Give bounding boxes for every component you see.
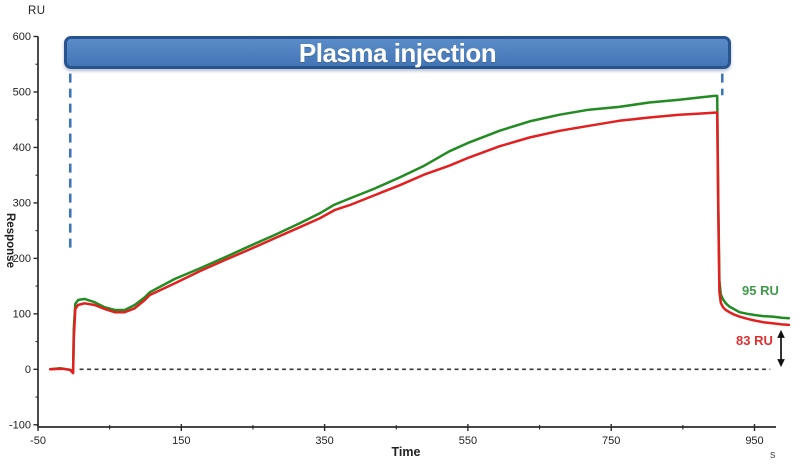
x-tick-label: 750 (602, 435, 620, 447)
difference-arrow-head-top (777, 329, 785, 338)
red-final-ru-annotation: 83 RU (736, 333, 773, 348)
x-tick-label: 950 (745, 435, 763, 447)
plasma-injection-banner: Plasma injection (64, 36, 731, 69)
x-tick-label: 150 (172, 435, 190, 447)
x-axis-title: Time (391, 445, 421, 459)
green-sensorgram-curve (48, 94, 791, 373)
y-tick-label: 200 (13, 253, 31, 265)
y-tick-label: 600 (13, 31, 31, 43)
red-sensorgram-curve (48, 111, 791, 375)
banner-label: Plasma injection (298, 37, 497, 68)
y-tick-label: 0 (25, 364, 31, 376)
difference-arrow-head-bottom (777, 359, 785, 368)
green-final-ru-annotation: 95 RU (742, 283, 779, 298)
x-tick-label: 550 (459, 435, 477, 447)
y-axis-unit-label: RU (28, 5, 46, 17)
y-tick-label: 400 (13, 142, 31, 154)
y-tick-label: -100 (9, 419, 31, 431)
x-tick-label: -50 (30, 435, 46, 447)
y-tick-label: 500 (13, 86, 31, 98)
x-tick-label: 350 (315, 435, 333, 447)
x-axis-unit-label: s (770, 449, 776, 461)
y-tick-label: 300 (13, 197, 31, 209)
y-axis-title: Response (4, 213, 16, 268)
y-tick-label: 100 (13, 308, 31, 320)
